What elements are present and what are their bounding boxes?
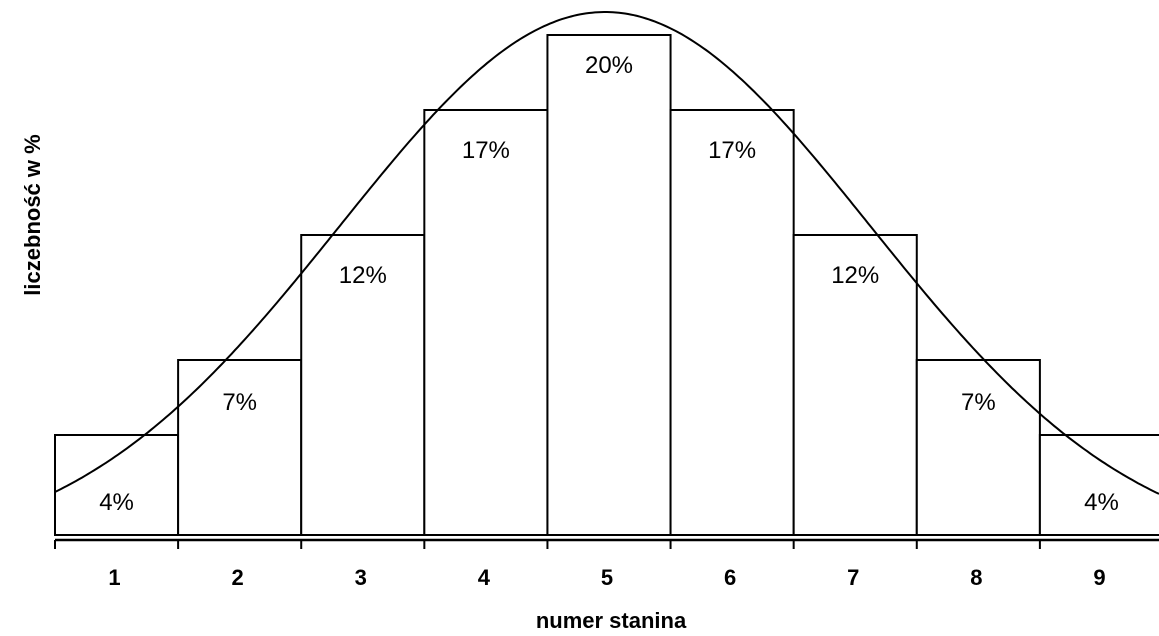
- data-label-stanine-6: 17%: [708, 137, 756, 164]
- data-label-stanine-5: 20%: [585, 52, 633, 79]
- x-tick-label-7: 7: [847, 565, 859, 590]
- normal-distribution-curve: [54, 11, 1159, 495]
- x-tick-label-4: 4: [478, 565, 491, 590]
- data-label-stanine-9: 4%: [1084, 489, 1119, 516]
- bar-stanine-5: [546, 34, 672, 536]
- bar-stanine-8: [915, 359, 1041, 536]
- y-axis-title: liczebność w %: [20, 134, 45, 295]
- x-tick-label-1: 1: [108, 565, 120, 590]
- x-tick-labels: 1 2 3 4 5 6 7 8 9: [108, 565, 1105, 590]
- x-tick-label-6: 6: [724, 565, 736, 590]
- data-label-stanine-1: 4%: [99, 489, 134, 516]
- bar-stanine-2: [177, 359, 303, 536]
- bar-stanine-7: [792, 234, 918, 536]
- x-tick-label-2: 2: [232, 565, 244, 590]
- x-tick-label-5: 5: [601, 565, 613, 590]
- data-label-stanine-4: 17%: [462, 137, 510, 164]
- bar-stanine-1: [54, 434, 180, 536]
- x-axis: [54, 538, 1159, 549]
- x-tick-label-9: 9: [1093, 565, 1105, 590]
- data-label-stanine-2: 7%: [222, 389, 257, 416]
- bar-stanine-6: [669, 109, 795, 536]
- bar-stanine-4: [423, 109, 549, 536]
- data-label-stanine-3: 12%: [339, 262, 387, 289]
- x-tick-label-8: 8: [970, 565, 982, 590]
- data-label-stanine-8: 7%: [961, 389, 996, 416]
- bar-stanine-9: [1038, 434, 1159, 536]
- x-axis-title: numer stanina: [536, 608, 687, 633]
- data-label-stanine-7: 12%: [831, 262, 879, 289]
- bars-layer: [54, 34, 1159, 536]
- bar-stanine-3: [300, 234, 426, 536]
- data-labels-layer: 4% 7% 12% 17% 20% 17% 12% 7% 4%: [99, 52, 1119, 516]
- x-tick-label-3: 3: [355, 565, 367, 590]
